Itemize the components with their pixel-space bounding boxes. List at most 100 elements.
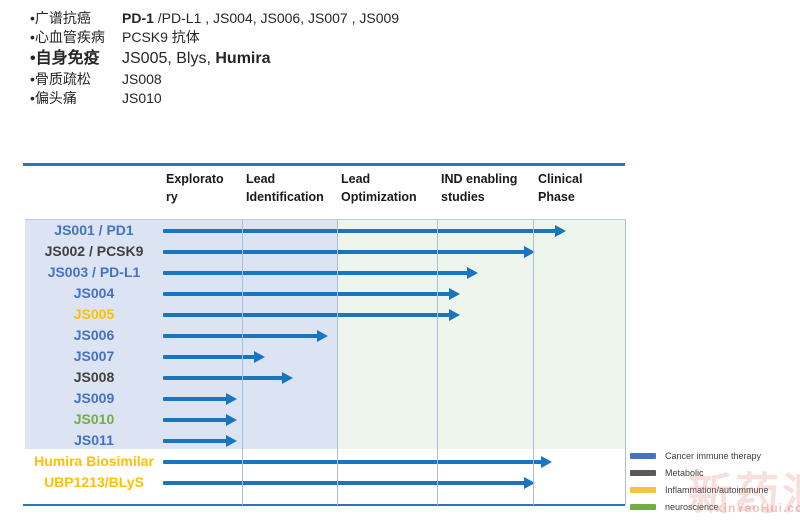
phase-header-line: Clinical — [538, 172, 583, 186]
legend: Cancer immune therapy Metabolic Inflammati… — [630, 447, 769, 515]
phase-header-line: studies — [441, 190, 485, 204]
pipeline-arrow-shaft — [163, 375, 284, 380]
pipeline-arrow-shaft — [163, 228, 557, 233]
pipeline-arrow-shaft — [163, 333, 319, 338]
watermark-site: xinYaoHui.com — [716, 501, 800, 515]
bullet-value: JS010 — [122, 89, 162, 108]
pipeline-arrow-head — [449, 308, 460, 321]
pipeline-row-label: JS006 — [73, 327, 115, 343]
bullet-value: PCSK9 抗体 — [122, 28, 200, 47]
pipeline-arrow-shaft — [163, 459, 543, 464]
pipeline-arrow-shaft — [163, 249, 526, 254]
bullet-category-label: •骨质疏松 — [30, 71, 91, 87]
column-separator — [242, 219, 243, 505]
bullet-category-label: •广谱抗癌 — [30, 10, 91, 26]
bullet-value-part: PD-1 — [122, 10, 158, 26]
pipeline-arrow-head — [226, 434, 237, 447]
bullet-value-part: JS008 — [122, 71, 162, 87]
pipeline-arrow-shaft — [163, 270, 469, 275]
bullet-line: •广谱抗癌 PD-1 /PD-L1 , JS004, JS006, JS007 ,… — [30, 9, 399, 28]
pipeline-arrow-head — [524, 245, 535, 258]
phase-header-4: IND enabling studies — [441, 170, 517, 206]
pipeline-arrow-head — [449, 287, 460, 300]
development-shaded-band — [337, 219, 625, 449]
pipeline-row-label: JS011 — [74, 432, 114, 448]
pipeline-arrow-shaft — [163, 312, 451, 317]
bullet-category-label: •心血管疾病 — [30, 29, 105, 45]
legend-label: neuroscience — [665, 501, 719, 512]
pipeline-arrow-head — [524, 476, 535, 489]
watermark-brand: 新药汇 — [688, 470, 800, 519]
pipeline-arrow-head — [282, 371, 293, 384]
bullet-category-label: •偏头痛 — [30, 90, 77, 106]
pipeline-row-label: Humira Biosimilar — [34, 453, 154, 469]
pipeline-arrow-shaft — [163, 354, 256, 359]
pipeline-arrow-head — [555, 224, 566, 237]
phase-header-line: Optimization — [341, 190, 417, 204]
pipeline-row-label: JS002 / PCSK9 — [44, 243, 144, 259]
legend-label: Cancer immune therapy — [665, 450, 762, 461]
pipeline-arrow-shaft — [163, 396, 228, 401]
legend-label: Inflammation/autoimmune — [665, 484, 769, 495]
bullet-category-label: •自身免疫 — [30, 50, 100, 67]
pipeline-row-label: JS010 — [73, 411, 115, 427]
phase-header-1: Explorato ry — [166, 170, 224, 206]
pipeline-row-label: JS001 / PD1 — [54, 222, 134, 238]
phase-header-line: Lead — [246, 172, 276, 186]
pipeline-row-label: JS003 / PD-L1 — [47, 264, 141, 280]
bullet-value: JS005, Blys, Humira — [122, 47, 271, 70]
bullet-value: PD-1 /PD-L1 , JS004, JS006, JS007 , JS00… — [122, 9, 399, 28]
bullet-list: •广谱抗癌 PD-1 /PD-L1 , JS004, JS006, JS007 ,… — [30, 9, 399, 108]
bullet-value-part: JS010 — [122, 90, 162, 106]
pipeline-arrow-head — [317, 329, 328, 342]
phase-header-line: Explorato — [166, 172, 224, 186]
pipeline-row-label: JS005 — [73, 306, 115, 322]
phase-header-2: Lead Identification — [246, 170, 324, 206]
phase-header-line: Identification — [246, 190, 324, 204]
phase-header-3: Lead Optimization — [341, 170, 417, 206]
phase-header-line: Lead — [341, 172, 371, 186]
pipeline-arrow-shaft — [163, 480, 526, 485]
legend-swatch — [630, 469, 656, 476]
pipeline-arrow-head — [226, 392, 237, 405]
pipeline-arrow-shaft — [163, 417, 228, 422]
bullet-value: JS008 — [122, 70, 162, 89]
phase-header-line: IND enabling — [441, 172, 518, 186]
phase-header-5: Clinical Phase — [538, 170, 582, 206]
legend-item: Cancer immune therapy — [630, 447, 769, 464]
bullet-value-part: JS005, Blys, — [122, 50, 216, 67]
pipeline-row-label: JS008 — [73, 369, 115, 385]
pipeline-arrow-head — [467, 266, 478, 279]
bullet-value-part: /PD-L1 , JS004, JS006, JS007 , JS009 — [157, 10, 400, 26]
phase-header-line: ry — [166, 190, 178, 204]
bullet-line: •骨质疏松 JS008 — [30, 70, 399, 89]
pipeline-arrow-shaft — [163, 291, 451, 296]
bullet-line: •心血管疾病 PCSK9 抗体 — [30, 28, 399, 47]
chart-bottom-rule — [23, 504, 625, 506]
pipeline-row-label: JS004 — [73, 285, 115, 301]
pipeline-row-label: UBP1213/BLyS — [44, 474, 144, 490]
bullet-line: •自身免疫 JS005, Blys, Humira — [30, 47, 399, 70]
column-separator — [625, 219, 626, 505]
column-separator — [437, 219, 438, 505]
pipeline-arrow-shaft — [163, 438, 228, 443]
bullet-value-part: Humira — [215, 50, 271, 67]
bullet-value-part: PCSK9 抗体 — [122, 29, 200, 45]
pipeline-arrow-head — [226, 413, 237, 426]
pipeline-row-label: JS009 — [73, 390, 115, 406]
legend-item: Metabolic — [630, 464, 769, 481]
column-separator — [533, 219, 534, 505]
legend-swatch — [630, 486, 656, 493]
column-separator — [337, 219, 338, 505]
pipeline-row-label: JS007 — [73, 348, 115, 364]
pipeline-arrow-head — [254, 350, 265, 363]
bullet-line: •偏头痛 JS010 — [30, 89, 399, 108]
legend-label: Metabolic — [665, 467, 704, 478]
legend-swatch — [630, 452, 656, 459]
header-top-rule — [23, 163, 625, 166]
phase-header-line: Phase — [538, 190, 575, 204]
legend-item: Inflammation/autoimmune — [630, 481, 769, 498]
legend-item: neuroscience — [630, 498, 769, 515]
pipeline-arrow-head — [541, 455, 552, 468]
